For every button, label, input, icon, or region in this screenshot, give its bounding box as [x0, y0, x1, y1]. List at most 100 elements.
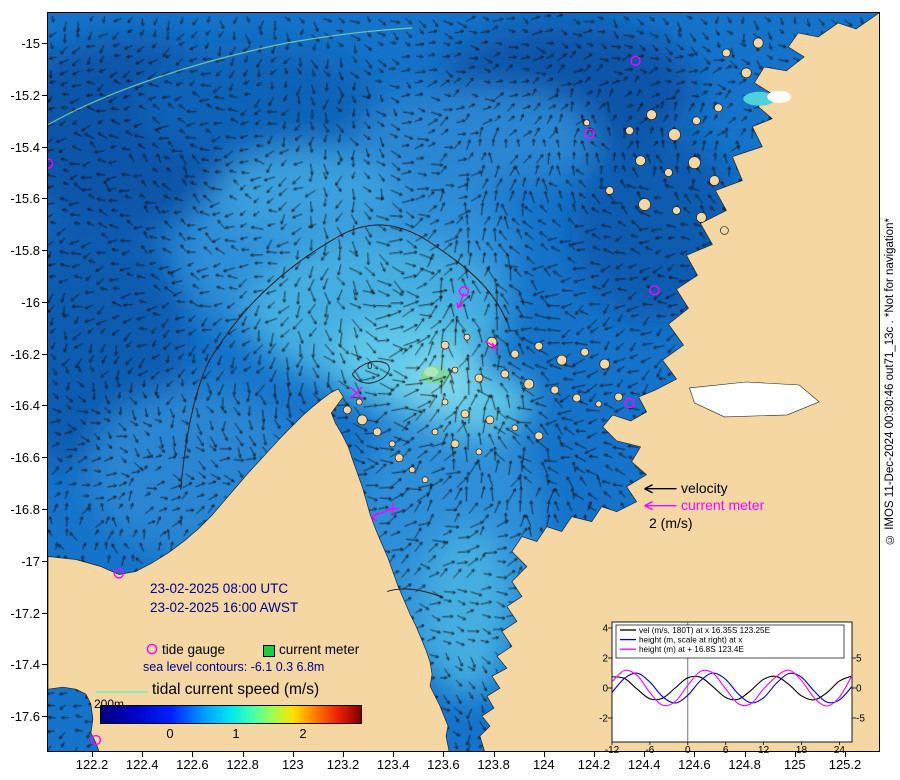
lat-tick-mark — [42, 560, 47, 562]
tide-gauge-markers — [48, 55, 660, 746]
inset-left-tick: 2 — [602, 654, 608, 665]
lat-tick-label: -16 — [21, 294, 40, 310]
sea-level-contours — [180, 224, 508, 598]
current-meter-arrow — [370, 508, 394, 522]
lat-tick-mark — [42, 664, 47, 666]
inset-x-tick: -6 — [645, 745, 654, 756]
lon-tick-label: 125 — [783, 757, 806, 772]
inset-timeseries: vel (m/s, 180T) at x 16.35S 123.25Eheigh… — [599, 621, 865, 756]
lon-tick-label: 123.6 — [427, 757, 460, 772]
inset-legend-label-1: height (m, scale at right) at x — [639, 636, 742, 645]
inset-legend-label-0: vel (m/s, 180T) at x 16.35S 123.25E — [639, 626, 771, 635]
series-line-2 — [612, 669, 852, 707]
current-meter-legend-label: current meter — [279, 642, 360, 657]
watermark: © IMOS 11-Dec-2024 00:30:46 out71_13c . … — [884, 218, 896, 546]
inset-x-tick: 18 — [796, 745, 808, 756]
lon-tick-mark — [142, 752, 144, 757]
islands — [342, 37, 764, 484]
current-meter-legend-text: current meter — [681, 497, 765, 513]
velocity-legend-label: velocity — [681, 480, 728, 496]
lon-tick-mark — [242, 752, 244, 757]
lat-tick-label: -16.4 — [10, 398, 40, 414]
lat-tick-mark — [42, 43, 47, 44]
lat-tick-label: -17.4 — [10, 657, 40, 673]
lon-tick-label: 124.4 — [627, 757, 661, 772]
land-masses — [48, 13, 879, 751]
inset-right-tick: 5 — [856, 654, 862, 665]
inset-right-tick: 0 — [856, 684, 862, 695]
land-layer: 0 — [48, 13, 879, 751]
depth-contour-200m — [48, 27, 413, 126]
lat-tick-label: -17.2 — [10, 605, 40, 621]
lon-tick-label: 122.8 — [226, 757, 259, 772]
inset-legend-label-2: height (m) at + 16.8S 123.4E — [639, 645, 744, 654]
x-marker — [349, 386, 363, 400]
lon-tick-mark — [794, 752, 796, 757]
lat-tick-label: -16.8 — [10, 502, 40, 518]
lon-tick-mark — [343, 752, 344, 757]
series-line-0 — [612, 675, 852, 701]
map-frame: 0 — [47, 12, 880, 752]
lat-tick-mark — [42, 146, 47, 148]
inset-right-tick: -5 — [856, 714, 865, 725]
lon-tick-label: 123.8 — [477, 757, 510, 772]
lon-tick-label: 124.8 — [728, 757, 761, 772]
depth-contour-legend-line — [96, 691, 148, 693]
colorbar-tick-0: 0 — [166, 726, 174, 741]
lat-tick-mark — [42, 94, 47, 96]
current-meter-legend-icon — [263, 645, 275, 657]
inset-x-tick: -12 — [605, 745, 620, 756]
white-bay — [767, 90, 792, 103]
series-line-1 — [612, 672, 852, 704]
lat-tick-label: -15.8 — [10, 243, 40, 259]
inset-legend-box — [615, 624, 845, 659]
colorbar — [100, 705, 362, 724]
inset-x-tick: 12 — [758, 745, 770, 756]
tide-gauge-legend-label: tide gauge — [162, 642, 226, 657]
timestamp-awst: 23-02-2025 16:00 AWST — [150, 600, 299, 615]
inset-x-tick: 0 — [685, 745, 691, 756]
lat-tick-label: -15.4 — [10, 139, 40, 155]
lon-tick-mark — [92, 752, 93, 757]
lon-tick-mark — [493, 752, 495, 757]
lon-tick-mark — [694, 752, 696, 757]
lat-tick-label: -16.2 — [10, 346, 40, 362]
lat-tick-mark — [42, 301, 47, 303]
lon-tick-label: 122.2 — [75, 757, 109, 772]
lon-tick-mark — [543, 752, 545, 757]
lat-tick-label: -15 — [21, 36, 40, 51]
plus-marker — [387, 502, 400, 515]
current-meter-markers — [349, 292, 498, 522]
colorbar-title: tidal current speed (m/s) — [152, 681, 320, 698]
white-lagoon — [689, 381, 820, 418]
lat-tick-label: -15.2 — [10, 87, 40, 103]
lat-tick-mark — [42, 716, 47, 718]
current-meter-arrow — [484, 340, 498, 349]
lat-tick-label: -17 — [21, 553, 40, 569]
cyan-bay — [743, 91, 776, 106]
lon-tick-label: 123.2 — [326, 757, 360, 772]
lon-tick-label: 124 — [532, 757, 555, 772]
lat-tick-mark — [42, 405, 47, 407]
inset-left-tick: 4 — [602, 624, 608, 635]
lat-tick-mark — [42, 509, 47, 511]
velocity-legend-arrow — [644, 484, 677, 494]
inset-x-tick: 6 — [723, 745, 729, 756]
colorbar-tick-1: 1 — [232, 726, 240, 741]
lat-tick-label: -15.6 — [10, 191, 40, 207]
lon-tick-mark — [192, 752, 194, 757]
contour-zero-label: 0 — [367, 361, 372, 371]
lon-tick-mark — [393, 752, 395, 757]
sea-level-contours-note: sea level contours: -6.1 0.3 6.8m — [143, 660, 325, 674]
current-meter-arrow — [456, 292, 465, 309]
lon-tick-label: 124.6 — [678, 757, 711, 772]
inset-x-tick: 24 — [834, 745, 846, 756]
lon-tick-mark — [443, 752, 445, 757]
vector-scale-label: 2 (m/s) — [649, 515, 693, 531]
peninsula-southwest — [48, 388, 450, 751]
tide-gauge-legend-icon — [146, 643, 158, 655]
lat-tick-mark — [42, 353, 47, 355]
current-meter-legend-arrow — [644, 501, 677, 511]
lat-tick-label: -17.6 — [10, 709, 40, 725]
